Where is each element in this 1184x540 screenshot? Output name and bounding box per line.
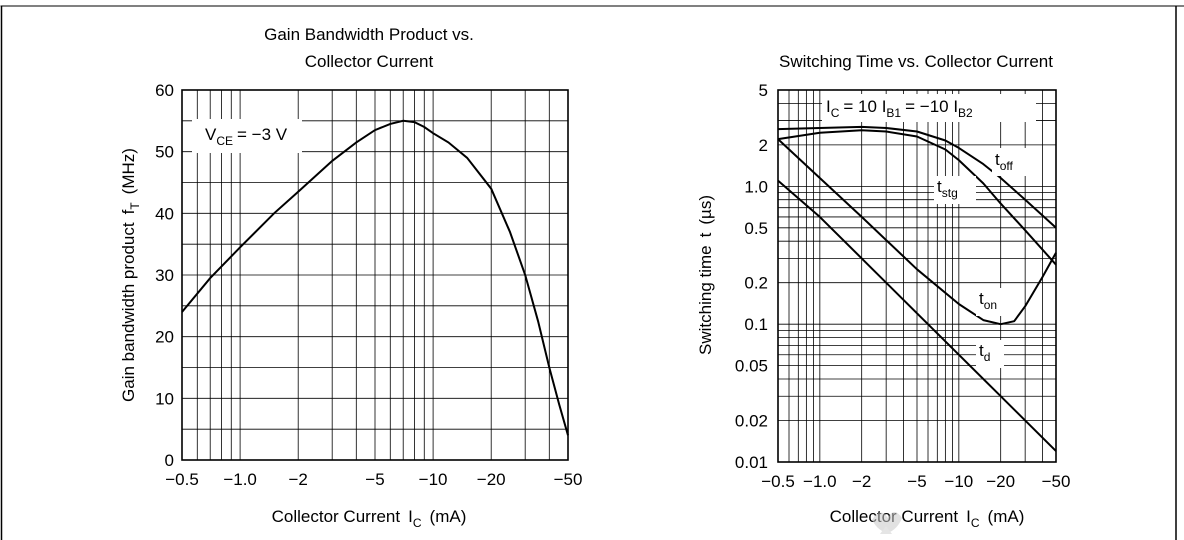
- chart2-x-tick-label: −10: [944, 472, 973, 491]
- chart1-x-tick-label: −50: [554, 470, 583, 489]
- chart1-y-tick-label: 10: [155, 389, 174, 408]
- chart1-x-tick-label: −2: [289, 470, 308, 489]
- chart2-y-axis-label: Switching timet(µs): [696, 195, 715, 355]
- chart1-x-tick-label: −5: [365, 470, 384, 489]
- ton-label-bg: [976, 288, 1010, 316]
- chart2-y-tick-label: 0.5: [744, 219, 768, 238]
- chart1-series-line: [181, 119, 569, 436]
- chart2-condition-label: IC = 10 IB1 = −10 IB2: [826, 97, 973, 120]
- chart1-y-tick-label: 50: [155, 143, 174, 162]
- chart1-x-tick-label: −20: [477, 470, 506, 489]
- chart1-x-tick-label: −1.0: [223, 470, 257, 489]
- chart2-y-tick-label: 0.02: [735, 412, 768, 431]
- chart2-y-tick-label: 2: [759, 136, 768, 155]
- chart2-x-tick-label: −1.0: [803, 472, 837, 491]
- td-label-bg: [976, 340, 1004, 368]
- chart2-series-tstg: [777, 129, 1057, 266]
- chart2-y-tick-labels: 0.01 0.02 0.05 0.1 0.2 0.5 1.0 2 5: [735, 81, 768, 472]
- chart1-x-tick-label: −0.5: [165, 470, 199, 489]
- chart2-series-td: [777, 179, 1057, 452]
- chart2-y-tick-label: 5: [759, 81, 768, 100]
- chart2-x-tick-label: −20: [986, 472, 1015, 491]
- chart1-y-tick-label: 40: [155, 204, 174, 223]
- curve-label-tstg: tstg: [937, 177, 958, 200]
- chart2-condition-bg: [822, 94, 1036, 122]
- chart1-condition-label: VCE = −3 V: [205, 125, 288, 148]
- chart1-y-tick-label: 30: [155, 266, 174, 285]
- toff-label-bg: [992, 148, 1030, 176]
- chart2-x-tick-label: −50: [1042, 472, 1071, 491]
- chart1-y-tick-label: 20: [155, 328, 174, 347]
- chart2-series: [777, 125, 1057, 452]
- chart2-series-ton: [777, 138, 1057, 326]
- watermark-ornament: [872, 512, 902, 534]
- chart2-gridlines: [777, 89, 1057, 463]
- curve-label-td: td: [979, 341, 990, 364]
- chart2-x-tick-label: −2: [852, 472, 871, 491]
- tstg-label-bg: [934, 176, 976, 204]
- chart1-y-tick-label: 60: [155, 81, 174, 100]
- chart2-y-tick-label: 0.1: [744, 315, 768, 334]
- chart1-series: [181, 119, 569, 436]
- chart2-y-tick-label: 0.2: [744, 274, 768, 293]
- curve-label-ton: ton: [979, 289, 997, 312]
- chart2-y-tick-label: 1.0: [744, 177, 768, 196]
- chart2-y-tick-label: 0.05: [735, 357, 768, 376]
- chart2-title: Switching Time vs. Collector Current: [779, 52, 1053, 71]
- chart1-y-axis-label: Gain bandwidth productfT(MHz): [119, 148, 142, 402]
- chart1-y-tick-labels: 0 10 20 30 40 50 60: [155, 81, 174, 470]
- chart1-condition-bg: [192, 119, 302, 153]
- switching-time-chart: Switching Time vs. Collector Current −0.…: [696, 52, 1070, 534]
- chart2-x-axis-label: Collector Current IC (mA): [830, 507, 1025, 530]
- chart2-series-toff: [777, 125, 1057, 229]
- chart1-title-line1: Gain Bandwidth Product vs.: [264, 25, 474, 44]
- chart2-x-tick-labels: −0.5 −1.0 −2 −5 −10 −20 −50: [761, 472, 1070, 491]
- chart2-x-tick-label: −0.5: [761, 472, 795, 491]
- chart2-x-tick-label: −5: [907, 472, 926, 491]
- chart1-title-line2: Collector Current: [305, 52, 434, 71]
- chart1-x-tick-label: −10: [419, 470, 448, 489]
- curve-label-toff: toff: [995, 150, 1014, 173]
- chart1-y-tick-label: 0: [165, 451, 174, 470]
- chart1-plot-border: [181, 89, 569, 461]
- chart2-plot-border: [777, 89, 1057, 463]
- chart1-x-tick-labels: −0.5 −1.0 −2 −5 −10 −20 −50: [165, 470, 582, 489]
- chart2-y-tick-label: 0.01: [735, 453, 768, 472]
- gain-bandwidth-chart: Gain Bandwidth Product vs. Collector Cur…: [119, 25, 582, 530]
- chart1-x-axis-label: Collector Current IC (mA): [272, 507, 467, 530]
